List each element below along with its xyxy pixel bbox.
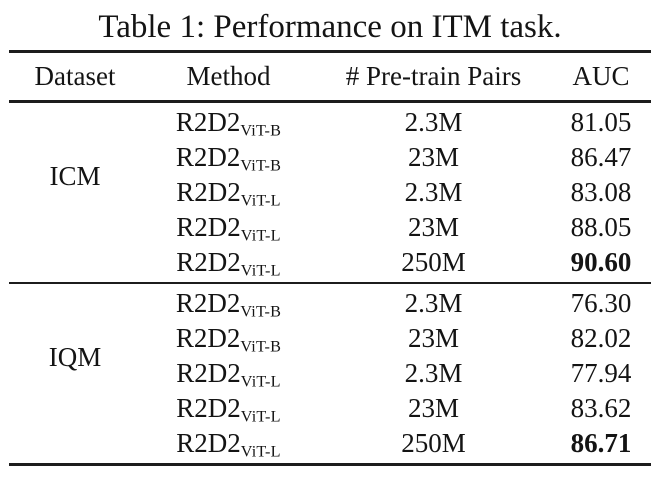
method-subscript: ViT-B: [240, 337, 282, 356]
pairs-cell: 23M: [407, 323, 459, 353]
method-subscript: ViT-L: [240, 407, 281, 426]
pairs-cell: 250M: [401, 428, 466, 458]
method-cell: R2D2ViT-B: [141, 140, 316, 175]
auc-cell: 82.02: [570, 323, 632, 353]
method-base: R2D2: [175, 142, 241, 172]
table-row: R2D2ViT-L 2.3M 77.94: [141, 356, 651, 391]
method-cell: R2D2ViT-L: [141, 210, 316, 245]
method-cell: R2D2ViT-L: [141, 426, 316, 461]
group-separator-rule: [9, 282, 651, 284]
method-subscript: ViT-L: [240, 191, 281, 210]
top-rule: [9, 50, 651, 53]
pairs-cell: 2.3M: [404, 358, 463, 388]
auc-cell: 76.30: [570, 288, 632, 318]
method-subscript: ViT-L: [240, 442, 281, 461]
pairs-cell: 23M: [407, 212, 459, 242]
method-cell: R2D2ViT-B: [141, 286, 316, 321]
method-base: R2D2: [176, 247, 241, 277]
method-cell: R2D2ViT-L: [141, 175, 316, 210]
group-icm-rows: R2D2ViT-B 2.3M 81.05 R2D2ViT-B 23M 86.47…: [141, 105, 651, 280]
table-row: R2D2ViT-B 23M 82.02: [141, 321, 651, 356]
method-base: R2D2: [175, 107, 241, 137]
method-subscript: ViT-B: [240, 121, 282, 140]
header-rule: [9, 100, 651, 103]
dataset-label-iqm: IQM: [48, 342, 102, 372]
method-base: R2D2: [175, 323, 241, 353]
results-table: Dataset Method # Pre-train Pairs AUC ICM…: [9, 50, 651, 466]
table-row: R2D2ViT-B 2.3M 81.05: [141, 105, 651, 140]
table-caption: Table 1: Performance on ITM task.: [98, 9, 562, 45]
auc-cell: 90.60: [570, 247, 632, 277]
method-base: R2D2: [176, 358, 241, 388]
group-iqm-rows: R2D2ViT-B 2.3M 76.30 R2D2ViT-B 23M 82.02…: [141, 286, 651, 461]
table-header-row: Dataset Method # Pre-train Pairs AUC: [9, 53, 651, 100]
method-cell: R2D2ViT-L: [141, 391, 316, 426]
table-row: R2D2ViT-L 23M 83.62: [141, 391, 651, 426]
method-subscript: ViT-L: [240, 226, 281, 245]
method-base: R2D2: [176, 177, 241, 207]
table-row: R2D2ViT-L 23M 88.05: [141, 210, 651, 245]
pairs-cell: 23M: [407, 142, 459, 172]
header-auc: AUC: [572, 61, 630, 91]
method-subscript: ViT-L: [240, 261, 281, 280]
pairs-cell: 23M: [407, 393, 459, 423]
header-pretrain-pairs: # Pre-train Pairs: [345, 61, 522, 91]
auc-cell: 77.94: [570, 358, 632, 388]
method-cell: R2D2ViT-B: [141, 105, 316, 140]
auc-cell: 88.05: [570, 212, 632, 242]
table-row: R2D2ViT-L 250M 86.71: [141, 426, 651, 461]
auc-cell: 83.08: [570, 177, 632, 207]
table-row: R2D2ViT-B 2.3M 76.30: [141, 286, 651, 321]
method-subscript: ViT-L: [240, 372, 281, 391]
method-base: R2D2: [175, 288, 241, 318]
method-cell: R2D2ViT-B: [141, 321, 316, 356]
pairs-cell: 2.3M: [404, 177, 463, 207]
pairs-cell: 2.3M: [404, 107, 463, 137]
table-row: R2D2ViT-L 2.3M 83.08: [141, 175, 651, 210]
pairs-cell: 2.3M: [404, 288, 463, 318]
table-row: R2D2ViT-B 23M 86.47: [141, 140, 651, 175]
auc-cell: 86.71: [570, 428, 632, 458]
method-base: R2D2: [176, 212, 241, 242]
bottom-rule: [9, 463, 651, 466]
method-subscript: ViT-B: [240, 156, 282, 175]
method-base: R2D2: [176, 428, 241, 458]
pairs-cell: 250M: [401, 247, 466, 277]
method-cell: R2D2ViT-L: [141, 245, 316, 280]
auc-cell: 81.05: [570, 107, 632, 137]
method-subscript: ViT-B: [240, 302, 282, 321]
method-cell: R2D2ViT-L: [141, 356, 316, 391]
group-icm: ICM R2D2ViT-B 2.3M 81.05 R2D2ViT-B 23M 8…: [9, 103, 651, 282]
header-method: Method: [186, 61, 271, 91]
auc-cell: 86.47: [570, 142, 632, 172]
table-row: R2D2ViT-L 250M 90.60: [141, 245, 651, 280]
header-dataset: Dataset: [34, 61, 116, 91]
auc-cell: 83.62: [570, 393, 632, 423]
method-base: R2D2: [176, 393, 241, 423]
dataset-label-icm: ICM: [49, 161, 101, 191]
group-iqm: IQM R2D2ViT-B 2.3M 76.30 R2D2ViT-B 23M 8…: [9, 284, 651, 463]
